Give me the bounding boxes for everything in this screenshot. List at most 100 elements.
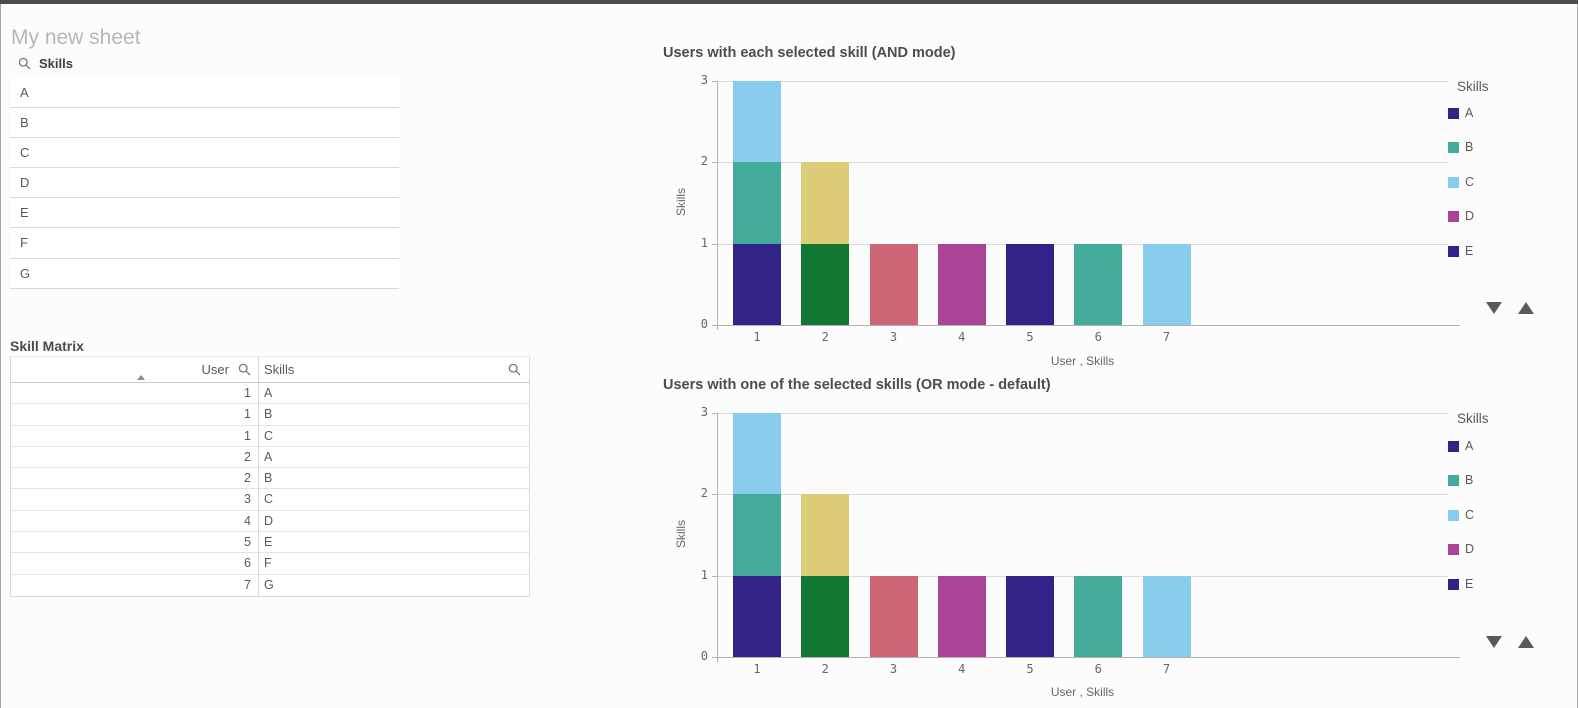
bar-segment[interactable] bbox=[1006, 575, 1054, 657]
bar-segment[interactable] bbox=[801, 162, 850, 244]
cell-user[interactable]: 2 bbox=[11, 468, 259, 489]
cell-skill[interactable]: D bbox=[264, 513, 274, 528]
cell-skill[interactable]: B bbox=[264, 471, 273, 486]
x-tick-label: 3 bbox=[889, 662, 898, 676]
cell-skill[interactable]: C bbox=[264, 492, 274, 507]
cell-user[interactable]: 1 bbox=[11, 425, 259, 446]
gridline bbox=[717, 81, 1448, 82]
bar-segment[interactable] bbox=[1006, 243, 1054, 325]
legend-swatch[interactable] bbox=[1448, 176, 1459, 188]
legend-item-label[interactable]: C bbox=[1465, 507, 1475, 522]
bar-segment[interactable] bbox=[937, 575, 986, 657]
gridline bbox=[717, 413, 1448, 414]
bar-segment[interactable] bbox=[869, 575, 918, 657]
filter-list-item[interactable]: C bbox=[10, 138, 399, 169]
legend-swatch[interactable] bbox=[1448, 441, 1459, 452]
cell-skill[interactable]: F bbox=[264, 556, 272, 571]
filter-list-item[interactable]: B bbox=[10, 108, 399, 139]
y-tick-mark bbox=[712, 325, 717, 326]
search-icon[interactable] bbox=[238, 363, 251, 376]
cell-user[interactable]: 6 bbox=[11, 553, 259, 574]
legend-scroll-down-icon[interactable] bbox=[1486, 302, 1502, 314]
x-axis-title: User , Skills bbox=[1050, 354, 1115, 368]
bar-segment[interactable] bbox=[733, 413, 781, 495]
filter-list-item[interactable]: D bbox=[10, 168, 399, 199]
column-header-skills-label: Skills bbox=[264, 362, 295, 377]
gridline bbox=[717, 494, 1448, 496]
search-icon[interactable] bbox=[18, 57, 31, 70]
legend-swatch[interactable] bbox=[1448, 509, 1459, 521]
legend-title: Skills bbox=[1457, 79, 1489, 94]
bar-segment[interactable] bbox=[937, 243, 986, 325]
bar-segment[interactable] bbox=[733, 575, 781, 657]
legend-swatch[interactable] bbox=[1448, 475, 1459, 487]
cell-user[interactable]: 1 bbox=[11, 404, 259, 425]
filter-pane-header[interactable]: Skills bbox=[10, 50, 399, 76]
bar-segment[interactable] bbox=[733, 494, 781, 576]
legend-item-label[interactable]: B bbox=[1465, 473, 1474, 488]
legend-item-label[interactable]: E bbox=[1465, 576, 1474, 591]
bar-segment[interactable] bbox=[801, 243, 850, 325]
legend-swatch[interactable] bbox=[1448, 544, 1459, 556]
cell-skill[interactable]: G bbox=[264, 577, 274, 592]
filter-list-item[interactable]: A bbox=[10, 78, 399, 109]
window-top-edge bbox=[0, 0, 1578, 4]
y-tick-label: 3 bbox=[700, 73, 708, 87]
legend-swatch[interactable] bbox=[1448, 245, 1459, 257]
x-axis-title: User , Skills bbox=[1050, 685, 1115, 699]
bar-segment[interactable] bbox=[1142, 575, 1191, 657]
filter-list-item[interactable]: G bbox=[10, 258, 399, 289]
column-header-skills[interactable]: Skills bbox=[259, 357, 529, 382]
filter-list-item[interactable]: F bbox=[10, 228, 399, 259]
bar-segment[interactable] bbox=[733, 162, 781, 244]
cell-user[interactable]: 4 bbox=[11, 510, 259, 532]
bar-segment[interactable] bbox=[1142, 243, 1191, 325]
legend-swatch[interactable] bbox=[1448, 211, 1459, 223]
legend-swatch[interactable] bbox=[1448, 108, 1459, 119]
cell-skill[interactable]: B bbox=[264, 407, 273, 422]
column-header-user[interactable]: User bbox=[11, 357, 259, 382]
chart-title: Users with one of the selected skills (O… bbox=[663, 377, 1051, 393]
legend-swatch[interactable] bbox=[1448, 142, 1459, 154]
legend-scroll-up-icon[interactable] bbox=[1518, 636, 1534, 648]
bar-segment[interactable] bbox=[733, 243, 781, 325]
cell-user[interactable]: 3 bbox=[11, 489, 259, 510]
legend-item-label[interactable]: A bbox=[1465, 106, 1474, 120]
bar-segment[interactable] bbox=[869, 243, 918, 325]
bar-segment[interactable] bbox=[801, 494, 850, 576]
legend-item-label[interactable]: B bbox=[1465, 140, 1474, 155]
bar-segment[interactable] bbox=[1074, 575, 1123, 657]
cell-skill[interactable]: E bbox=[264, 535, 273, 550]
bar-segment[interactable] bbox=[1074, 243, 1123, 325]
y-tick-label: 1 bbox=[700, 567, 708, 582]
bar-segment[interactable] bbox=[733, 81, 781, 163]
legend-item-label[interactable]: A bbox=[1465, 439, 1474, 453]
legend-swatch[interactable] bbox=[1448, 578, 1459, 590]
bar-segment[interactable] bbox=[801, 575, 850, 657]
search-icon[interactable] bbox=[508, 363, 521, 376]
filter-list-item[interactable]: E bbox=[10, 198, 399, 229]
legend-item-label[interactable]: D bbox=[1465, 209, 1475, 224]
legend-item-label[interactable]: E bbox=[1465, 243, 1474, 258]
x-tick-label: 2 bbox=[821, 330, 829, 344]
y-tick-mark bbox=[712, 81, 717, 82]
legend-title: Skills bbox=[1457, 411, 1489, 426]
cell-user[interactable]: 1 bbox=[11, 383, 259, 404]
cell-user[interactable]: 2 bbox=[11, 446, 259, 468]
legend-scroll-down-icon[interactable] bbox=[1486, 636, 1502, 648]
x-tick-label: 4 bbox=[958, 662, 966, 676]
cell-user[interactable]: 7 bbox=[11, 574, 259, 596]
cell-skill[interactable]: A bbox=[264, 386, 273, 400]
cell-user[interactable]: 5 bbox=[11, 532, 259, 553]
cell-skill[interactable]: C bbox=[264, 428, 274, 443]
legend-scroll-up-icon[interactable] bbox=[1518, 302, 1534, 314]
legend-item-label[interactable]: D bbox=[1465, 542, 1475, 557]
cell-skill[interactable]: A bbox=[264, 449, 273, 464]
sort-ascending-icon[interactable] bbox=[137, 375, 145, 380]
legend-item-label[interactable]: C bbox=[1465, 174, 1475, 189]
